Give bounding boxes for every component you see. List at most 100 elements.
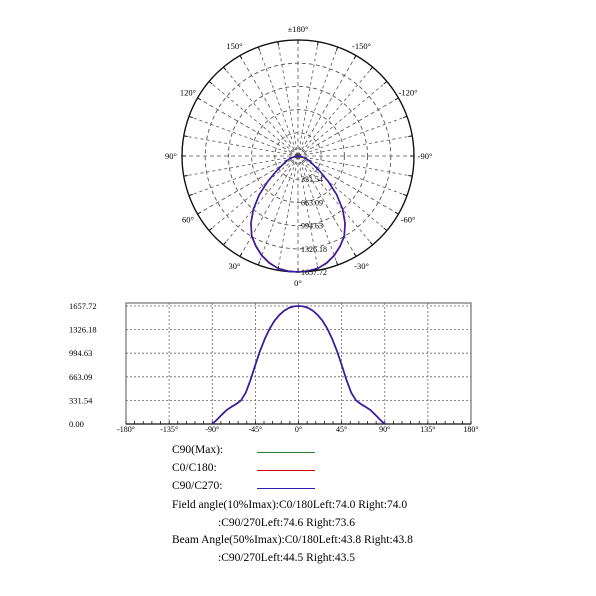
x-tick-label: -135° (160, 425, 178, 434)
y-tick-label: 1326.18 (69, 325, 97, 335)
polar-spoke (297, 115, 408, 157)
legend-label: C0/C180: (172, 462, 217, 474)
polar-spoke (297, 155, 339, 266)
cartesian-labels: 0.00 331.54 663.09 994.63 1326.18 1657.72 -180… (69, 301, 479, 434)
polar-tick (316, 41, 319, 46)
polar-labels: ±180° 150° 120° 90° 60° 30° 0° -30° -60° -90° -120… (165, 24, 432, 288)
polar-spoke (297, 135, 413, 157)
polar-spoke (297, 46, 339, 157)
polar-spoke (197, 97, 299, 157)
polar-spoke (297, 81, 388, 157)
polar-spoke (257, 155, 299, 266)
polar-tick (257, 46, 261, 51)
polar-tick (403, 193, 408, 197)
polar-tick (223, 241, 227, 246)
polar-spoke (297, 155, 408, 197)
cart-curve-c90-c270 (211, 305, 386, 425)
y-tick-label: 331.54 (69, 395, 93, 405)
polar-angle-label: -120° (398, 88, 417, 98)
polar-angle-label: 0° (294, 278, 302, 288)
polar-tick (257, 261, 261, 266)
polar-angle-label: 90° (165, 151, 177, 161)
polar-curves (250, 155, 346, 273)
polar-radial-label: 331.54 (301, 175, 323, 184)
polar-spoke (257, 46, 299, 157)
polar-spoke (277, 155, 299, 271)
polar-angle-label: 30° (229, 261, 241, 271)
polar-spoke (223, 66, 299, 157)
field-angle-line-2: :C90/270Left:74.6 Right:73.6 (218, 517, 356, 529)
polar-tick (394, 97, 399, 101)
polar-tick (383, 227, 388, 231)
x-tick-label: -90° (205, 425, 219, 434)
legend-swatch (257, 452, 315, 453)
polar-tick (188, 193, 193, 197)
polar-spoke (239, 155, 299, 257)
polar-tick (408, 135, 413, 138)
polar-tick (277, 41, 280, 46)
polar-tick (353, 55, 357, 60)
legend-item-c0c180: C0/C180: (172, 462, 315, 480)
polar-angle-label: 150° (226, 41, 242, 51)
polar-tick (335, 261, 339, 266)
polar-radial-label: 1657.72 (301, 268, 327, 277)
polar-tick (183, 174, 188, 177)
polar-tick (197, 97, 202, 101)
polar-spoke (297, 55, 357, 157)
polar-tick (239, 55, 243, 60)
polar-ring (251, 109, 345, 203)
polar-radial-label: 1326.18 (301, 245, 327, 254)
beam-angle-line-1: Beam Angle(50%Imax):C0/180Left:43.8 Righ… (172, 534, 413, 546)
polar-angle-label: -150° (352, 41, 371, 51)
polar-angle-label: -30° (354, 261, 369, 271)
polar-tick (383, 81, 388, 85)
polar-spoke (297, 97, 399, 157)
field-angle-line-1: Field angle(10%Imax):C0/180Left:74.0 Rig… (172, 499, 408, 511)
polar-tick (188, 115, 193, 119)
legend-swatch (257, 488, 315, 489)
polar-spoke (223, 155, 299, 246)
cartesian-chart: 0.00 331.54 663.09 994.63 1326.18 1657.72 -180… (69, 301, 479, 434)
polar-angle-label: -90° (418, 151, 433, 161)
polar-spoke (277, 41, 299, 157)
polar-spoke (297, 155, 388, 231)
polar-tick (239, 252, 243, 257)
polar-ring (227, 85, 369, 227)
polar-tick (353, 252, 357, 257)
polar-tick (197, 211, 202, 215)
cartesian-grid (125, 302, 472, 425)
polar-curve-c90-c270 (250, 155, 346, 273)
y-tick-label: 994.63 (69, 348, 92, 358)
legend-item-c90max: C90(Max): (172, 444, 315, 462)
polar-spoke (183, 155, 299, 177)
x-tick-label: 45° (336, 425, 347, 434)
x-tick-label: -180° (117, 425, 135, 434)
polar-radial-label: 663.09 (301, 198, 323, 207)
polar-tick (208, 81, 213, 85)
cartesian-curves (211, 305, 386, 425)
x-tick-label: 90° (379, 425, 390, 434)
polar-tick (335, 46, 339, 51)
beam-angle-line-2: :C90/270Left:44.5 Right:43.5 (218, 552, 356, 564)
polar-spoke (297, 155, 357, 257)
x-tick-label: 135° (420, 425, 435, 434)
polar-spoke (239, 55, 299, 157)
polar-spoke (297, 155, 373, 246)
polar-spoke (188, 115, 299, 157)
polar-tick (394, 211, 399, 215)
polar-tick (369, 66, 373, 71)
polar-spoke (188, 155, 299, 197)
y-tick-label: 1657.72 (69, 301, 97, 311)
polar-spoke (183, 135, 299, 157)
polar-angle-label: 60° (182, 215, 194, 225)
polar-spoke (297, 155, 413, 177)
polar-spoke (208, 81, 299, 157)
legend-label: C90/C270: (172, 480, 223, 492)
polar-radial-label: 994.63 (301, 222, 323, 231)
polar-grid (181, 39, 415, 273)
polar-spoke (297, 155, 319, 271)
y-tick-label: 0.00 (69, 419, 84, 429)
polar-tick (223, 66, 227, 71)
polar-tick (183, 135, 188, 138)
legend-swatch (257, 470, 315, 471)
